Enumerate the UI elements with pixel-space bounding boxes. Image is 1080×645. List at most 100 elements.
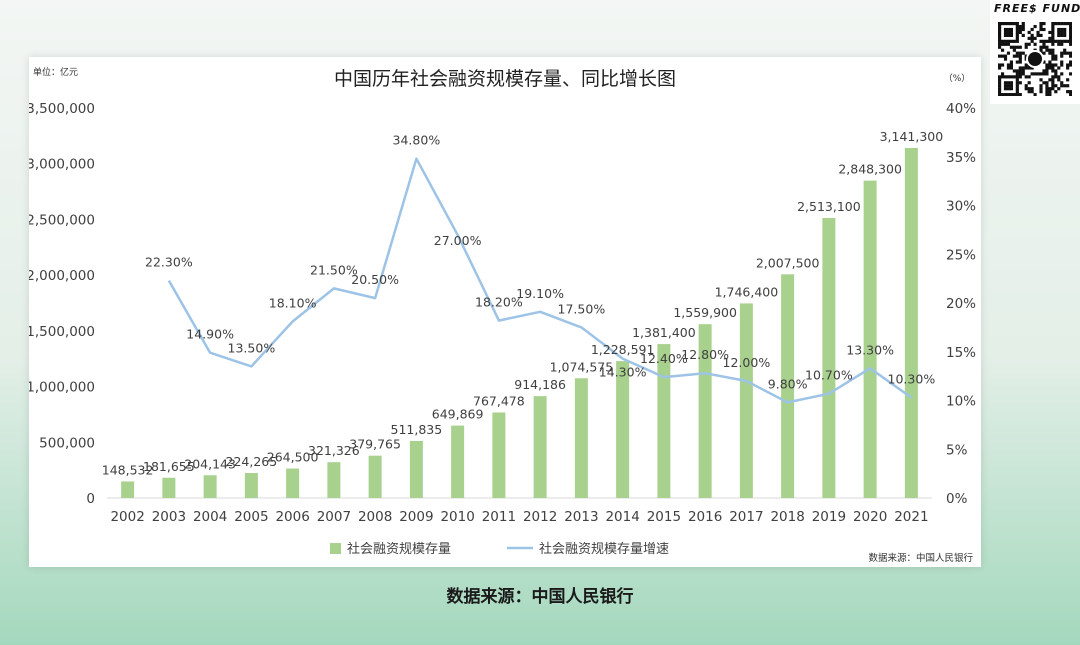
bar xyxy=(244,473,258,498)
line-value-label: 13.30% xyxy=(846,342,894,357)
line-value-label: 21.50% xyxy=(310,262,358,277)
line-value-label: 12.80% xyxy=(681,347,729,362)
qr-code-icon xyxy=(998,22,1072,96)
x-tick-label: 2011 xyxy=(482,509,516,525)
line-value-label: 12.00% xyxy=(723,355,771,370)
chart-title: 中国历年社会融资规模存量、同比增长图 xyxy=(334,68,676,90)
y-left-tick-label: 1,500,000 xyxy=(29,324,95,340)
bar-value-label: 2,007,500 xyxy=(756,255,820,270)
x-tick-label: 2004 xyxy=(193,509,227,525)
left-axis-unit: 单位：亿元 xyxy=(33,66,78,78)
x-tick-label: 2019 xyxy=(812,509,846,525)
bar xyxy=(781,274,795,498)
brand-name: FREE$ FUND xyxy=(994,2,1080,15)
x-tick-label: 2006 xyxy=(275,509,309,525)
x-tick-label: 2012 xyxy=(523,509,557,525)
bar xyxy=(698,324,712,498)
y-right-tick-label: 20% xyxy=(946,296,976,312)
bar-value-label: 1,074,575 xyxy=(550,359,614,374)
bar-value-label: 649,869 xyxy=(432,407,484,422)
bar xyxy=(409,440,423,498)
x-tick-label: 2015 xyxy=(647,509,681,525)
bar-value-label: 264,500 xyxy=(267,450,319,465)
y-right-tick-label: 40% xyxy=(946,101,976,117)
bar xyxy=(162,477,176,498)
y-left-tick-label: 2,000,000 xyxy=(29,268,95,284)
brand-block: FREE$ FUND xyxy=(990,0,1080,104)
source-caption: 数据来源：中国人民银行 xyxy=(446,587,634,607)
bar-value-label: 379,765 xyxy=(349,437,401,452)
bar-value-label: 1,381,400 xyxy=(632,325,696,340)
line-value-label: 20.50% xyxy=(351,272,399,287)
bar-value-label: 511,835 xyxy=(391,422,443,437)
x-tick-label: 2021 xyxy=(894,509,928,525)
y-right-tick-label: 15% xyxy=(946,345,976,361)
line-value-label: 18.10% xyxy=(269,296,317,311)
bar xyxy=(451,425,465,498)
x-tick-label: 2010 xyxy=(440,509,474,525)
line-value-label: 27.00% xyxy=(434,233,482,248)
bar-value-label: 1,559,900 xyxy=(673,305,737,320)
bar xyxy=(327,462,341,498)
y-left-tick-label: 1,000,000 xyxy=(29,380,95,396)
y-left-tick-label: 500,000 xyxy=(39,435,95,451)
bar-value-label: 224,265 xyxy=(226,454,278,469)
source-note: 数据来源：中国人民银行 xyxy=(868,552,973,564)
bar-value-label: 148,532 xyxy=(102,462,154,477)
bar xyxy=(616,361,630,498)
bar xyxy=(657,344,671,498)
y-left-tick-label: 0 xyxy=(86,491,95,507)
line-value-label: 22.30% xyxy=(145,255,193,270)
y-left-tick-label: 2,500,000 xyxy=(29,212,95,228)
bar-value-label: 1,228,591 xyxy=(591,342,655,357)
right-axis-unit: （%） xyxy=(944,73,971,84)
chart-card: 中国历年社会融资规模存量、同比增长图 单位：亿元 （%） 0 500,000 1,000,… xyxy=(29,57,981,567)
x-tick-label: 2018 xyxy=(770,509,804,525)
x-tick-label: 2008 xyxy=(358,509,392,525)
line-value-label: 14.90% xyxy=(186,327,234,342)
y-right-tick-label: 25% xyxy=(946,247,976,263)
bar xyxy=(286,468,300,498)
x-tick-label: 2013 xyxy=(564,509,598,525)
bar xyxy=(121,481,135,498)
line-value-label: 9.80% xyxy=(768,376,808,391)
y-left-tick-label: 3,500,000 xyxy=(29,101,95,117)
line-value-label: 19.10% xyxy=(516,286,564,301)
x-tick-label: 2017 xyxy=(729,509,763,525)
line-value-label: 10.30% xyxy=(888,372,936,387)
bar-value-label: 321,326 xyxy=(308,443,360,458)
x-tick-label: 2016 xyxy=(688,509,722,525)
x-tick-label: 2003 xyxy=(152,509,186,525)
bar xyxy=(368,455,382,498)
line-value-label: 12.40% xyxy=(640,351,688,366)
bar-value-label: 204,143 xyxy=(184,456,236,471)
bar xyxy=(492,412,506,498)
line-value-label: 14.30% xyxy=(599,365,647,380)
chart: 中国历年社会融资规模存量、同比增长图 单位：亿元 （%） 0 500,000 1,000,… xyxy=(29,66,976,564)
bar xyxy=(822,217,836,498)
x-tick-label: 2007 xyxy=(317,509,351,525)
bar xyxy=(863,180,877,499)
growth-line xyxy=(167,157,913,404)
y-right-tick-label: 5% xyxy=(946,442,968,458)
legend-bar-swatch xyxy=(330,543,341,554)
line-value-label: 34.80% xyxy=(393,133,441,148)
legend-bar-label: 社会融资规模存量 xyxy=(347,541,451,557)
bar-value-label: 767,478 xyxy=(473,393,525,408)
bar-value-label: 3,141,300 xyxy=(880,129,944,144)
bar-value-label: 2,513,100 xyxy=(797,199,861,214)
x-tick-label: 2014 xyxy=(605,509,639,525)
y-left-tick-label: 3,000,000 xyxy=(29,157,95,173)
y-right-tick-label: 10% xyxy=(946,394,976,410)
y-right-tick-label: 0% xyxy=(946,491,968,507)
line-value-label: 18.20% xyxy=(475,295,523,310)
line-value-label: 10.70% xyxy=(805,368,853,383)
bar xyxy=(904,147,918,498)
bar xyxy=(739,303,753,498)
legend-line-label: 社会融资规模存量增速 xyxy=(539,541,669,557)
bar-value-label: 914,186 xyxy=(514,377,566,392)
bar-value-label: 2,848,300 xyxy=(838,162,902,177)
bar-value-label: 1,746,400 xyxy=(715,284,779,299)
x-tick-label: 2009 xyxy=(399,509,433,525)
bar xyxy=(533,396,547,498)
